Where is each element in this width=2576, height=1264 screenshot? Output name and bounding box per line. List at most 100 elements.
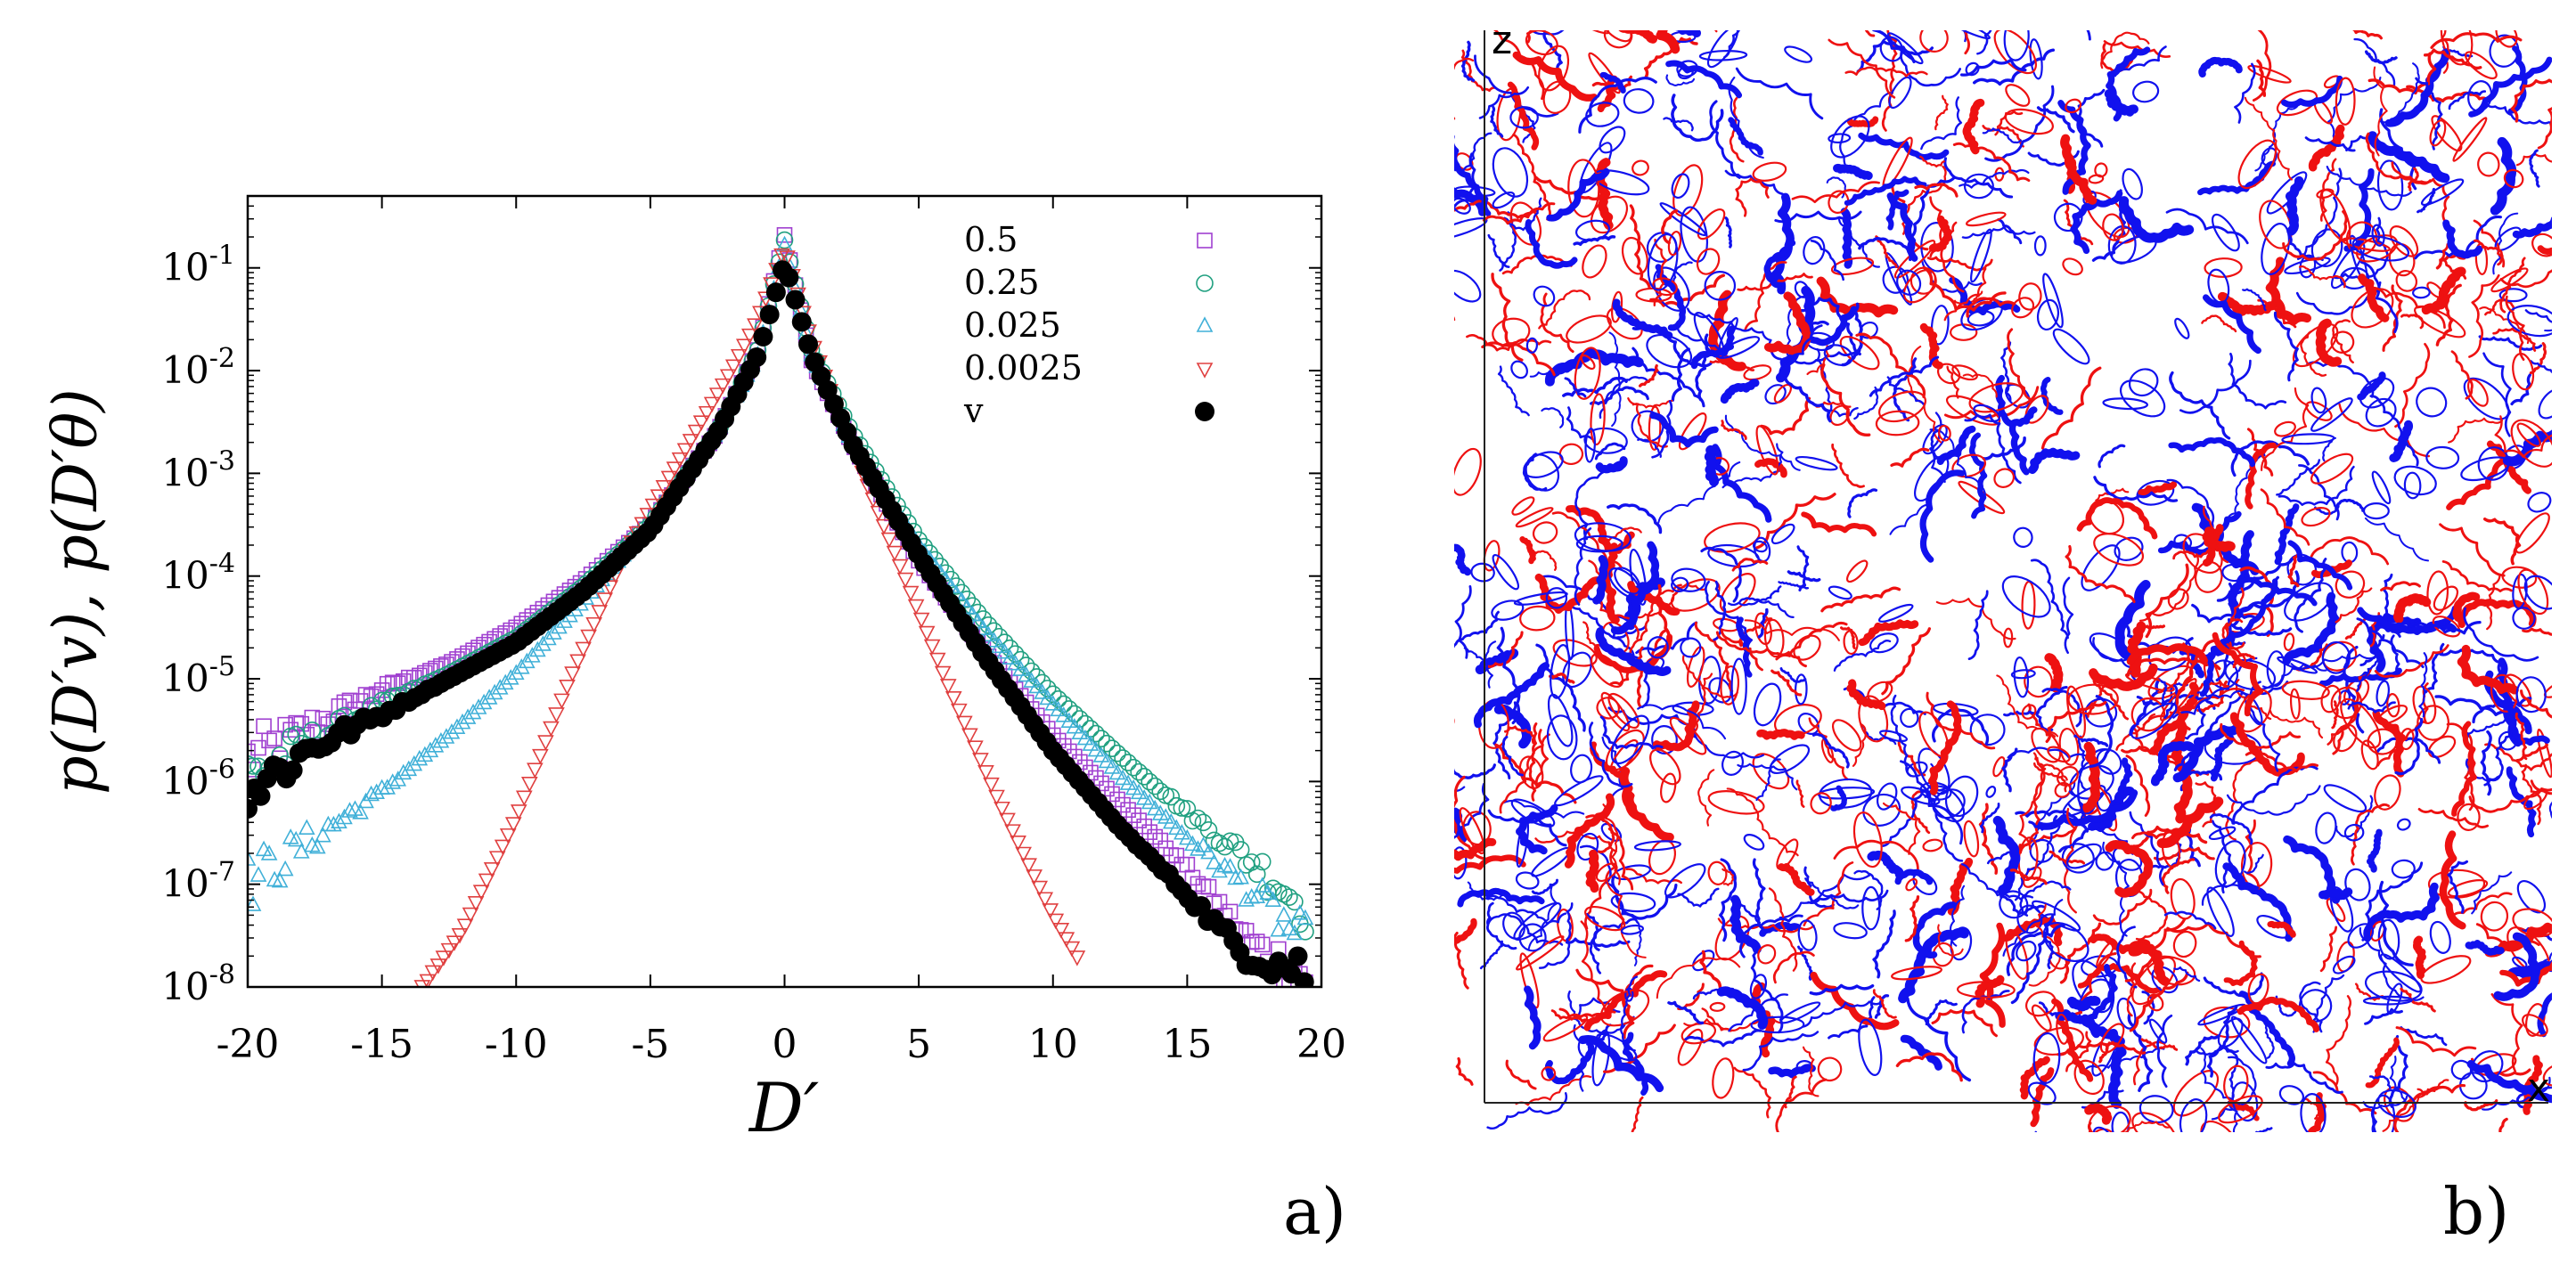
data-point [1023, 672, 1040, 688]
data-point [282, 760, 303, 780]
positive-contour [1609, 646, 1644, 686]
positive-contour [2161, 858, 2196, 894]
negative-contour [2471, 871, 2513, 915]
data-point [923, 639, 941, 656]
negative-contour-loop [1896, 269, 1922, 296]
positive-contour [1605, 877, 1647, 958]
positive-contour [1482, 202, 1556, 225]
data-point [875, 518, 893, 535]
positive-contour-loop [1566, 314, 1612, 344]
positive-contour-loop [2516, 422, 2541, 447]
positive-contour-loop [1709, 1001, 1726, 1012]
data-point [1060, 712, 1078, 729]
positive-contour [2100, 43, 2134, 73]
negative-contour [1530, 30, 1565, 36]
negative-contour [2160, 680, 2168, 706]
positive-contour [2374, 644, 2449, 678]
negative-contour-loop [2204, 731, 2262, 765]
negative-contour-loop [2512, 607, 2536, 630]
positive-contour [1929, 196, 1965, 293]
negative-contour-loop [2467, 80, 2493, 112]
positive-contour [1962, 98, 1985, 155]
positive-contour-loop [1891, 966, 1942, 981]
negative-contour [1454, 187, 1460, 200]
data-point [1015, 846, 1032, 863]
negative-contour [2055, 1010, 2101, 1039]
positive-contour [1454, 917, 1477, 945]
data-point [791, 312, 812, 332]
negative-contour-loop [2364, 970, 2423, 1002]
negative-contour [1737, 762, 1798, 791]
data-point [395, 763, 413, 780]
negative-contour [1592, 555, 1609, 605]
data-point [994, 801, 1010, 818]
negative-contour-loop [1515, 871, 1540, 890]
negative-contour [1690, 325, 1736, 370]
negative-contour-loop [1574, 522, 1631, 552]
negative-contour [2114, 757, 2133, 803]
positive-contour-loop [2093, 533, 2144, 567]
negative-contour [2492, 212, 2519, 275]
data-point [1131, 812, 1147, 828]
negative-contour [1967, 590, 1989, 661]
positive-contour-loop [1720, 665, 1740, 705]
negative-contour-loop [2527, 492, 2552, 513]
positive-contour [2098, 1040, 2118, 1064]
positive-contour-loop [1696, 248, 1721, 275]
positive-contour-loop [1878, 390, 1926, 423]
data-point [1291, 904, 1309, 920]
positive-contour-loop [2281, 680, 2330, 700]
positive-contour [1890, 447, 1930, 468]
negative-contour [1367, 724, 1378, 763]
panel-b-contour: z x b) [1359, 18, 2552, 1249]
data-point [448, 718, 466, 734]
negative-contour [1655, 264, 1687, 331]
negative-contour [2549, 811, 2552, 819]
data-point [1042, 903, 1059, 919]
negative-contour [2003, 710, 2054, 732]
positive-contour-loop [1584, 905, 1626, 932]
negative-contour [1886, 376, 1925, 405]
data-point [456, 918, 474, 934]
negative-contour-loop [1698, 656, 1721, 705]
positive-contour-loop [2130, 697, 2166, 732]
negative-contour [2002, 899, 2064, 957]
positive-contour-loop [2452, 117, 2488, 162]
positive-contour [2135, 890, 2168, 941]
negative-contour [2363, 882, 2440, 942]
positive-contour [1754, 458, 1787, 478]
data-point [1082, 735, 1100, 751]
data-point [1286, 893, 1304, 911]
negative-contour-loop [1869, 632, 1899, 654]
negative-contour-loop [2147, 636, 2192, 672]
negative-contour [2418, 652, 2428, 718]
positive-contour-loop [2367, 728, 2399, 755]
positive-contour-loop [2301, 507, 2331, 527]
data-point [776, 227, 793, 243]
negative-contour [2088, 1021, 2127, 1109]
data-point [1125, 807, 1141, 823]
positive-contour [1507, 81, 1540, 151]
negative-contour [1709, 100, 1741, 179]
negative-contour-loop [2343, 823, 2365, 842]
data-point [1190, 876, 1206, 893]
positive-contour-loop [2102, 213, 2124, 241]
positive-contour [2009, 868, 2048, 885]
negative-contour [1925, 999, 1958, 1026]
positive-contour [2423, 48, 2482, 70]
positive-contour [1359, 867, 1434, 926]
data-point [527, 762, 544, 779]
positive-contour-loop [2335, 77, 2356, 126]
data-point [1087, 740, 1105, 757]
negative-contour-loop [2332, 955, 2356, 975]
data-point [249, 866, 267, 882]
positive-contour-loop [2018, 282, 2042, 311]
negative-contour [2197, 160, 2276, 196]
data-point [543, 721, 560, 738]
data-point [1199, 820, 1218, 839]
positive-contour [1858, 619, 1919, 647]
x-axis-label-b: x [2527, 1065, 2550, 1111]
data-point [1222, 903, 1239, 920]
negative-contour [2242, 288, 2267, 312]
positive-contour [1943, 386, 2040, 420]
